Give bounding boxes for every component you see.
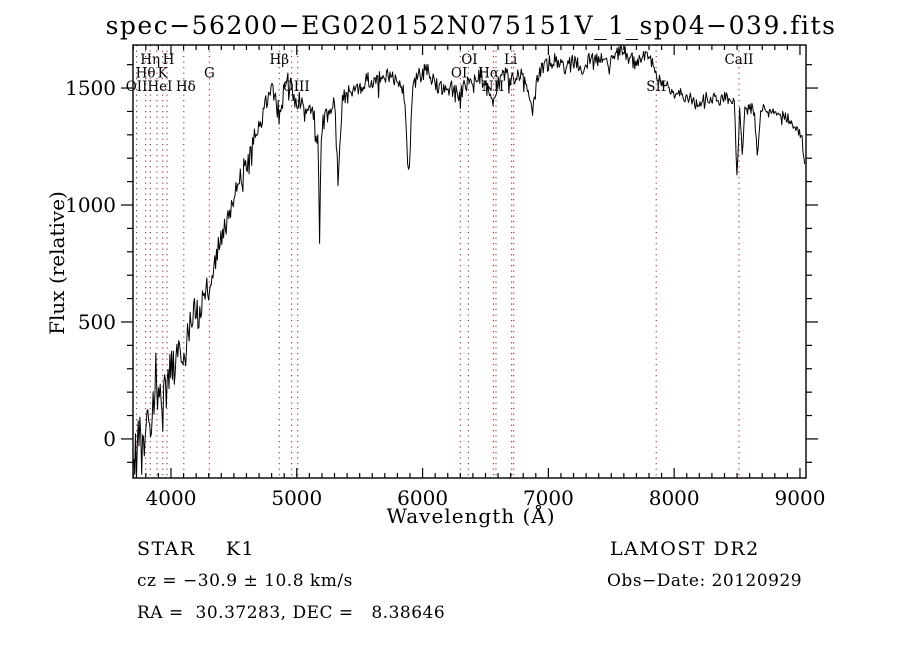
x-tick-label: 8000 — [649, 486, 700, 510]
ra-dec-text: RA = 30.37283, DEC = 8.38646 — [137, 603, 446, 623]
plot-title: spec−56200−EG020152N075151V_1_sp04−039.f… — [105, 11, 837, 40]
x-tick-label: 5000 — [271, 486, 322, 510]
x-tick-label: 4000 — [146, 486, 197, 510]
x-axis-label: Wavelength (Å) — [386, 504, 556, 528]
y-tick-label: 1000 — [65, 193, 116, 217]
spectral-line-label: Hη — [140, 52, 160, 68]
spectral-line-label: HeI — [147, 79, 172, 95]
spectral-line-label: Hδ — [176, 79, 196, 95]
radial-velocity-text: cz = −30.9 ± 10.8 km/s — [137, 571, 353, 591]
x-tick-label: 9000 — [775, 486, 826, 510]
spectral-line-label: OII — [126, 79, 148, 95]
spectral-line-label: K — [158, 66, 169, 82]
spectral-line-label: OI — [451, 66, 467, 82]
spectral-line-label: G — [204, 66, 215, 82]
spectral-line-label: Hα — [478, 66, 499, 82]
survey-release-text: LAMOST DR2 — [610, 538, 760, 560]
y-tick-label: 0 — [103, 427, 116, 451]
spectral-line-label: Li — [504, 52, 518, 68]
plot-frame — [132, 44, 807, 479]
spectral-line-label: NII — [482, 79, 504, 95]
y-tick-label: 1500 — [65, 76, 116, 100]
y-axis-label: Flux (relative) — [45, 191, 69, 335]
obs-date-text: Obs−Date: 20120929 — [607, 571, 803, 591]
x-tick-label: 7000 — [523, 486, 574, 510]
spectral-line-label: H — [163, 52, 175, 68]
spectral-line-label: Hθ — [136, 66, 156, 82]
spectral-line-label: SII — [646, 79, 666, 95]
y-tick-label: 500 — [78, 310, 116, 334]
spectral-line-label: CaII — [724, 52, 753, 68]
spectral-line-label: Hβ — [270, 52, 290, 68]
spectrum-trace — [133, 45, 806, 478]
spectral-line-label: OI — [461, 52, 477, 68]
object-class-text: STAR K1 — [137, 538, 256, 560]
x-tick-label: 6000 — [397, 486, 448, 510]
